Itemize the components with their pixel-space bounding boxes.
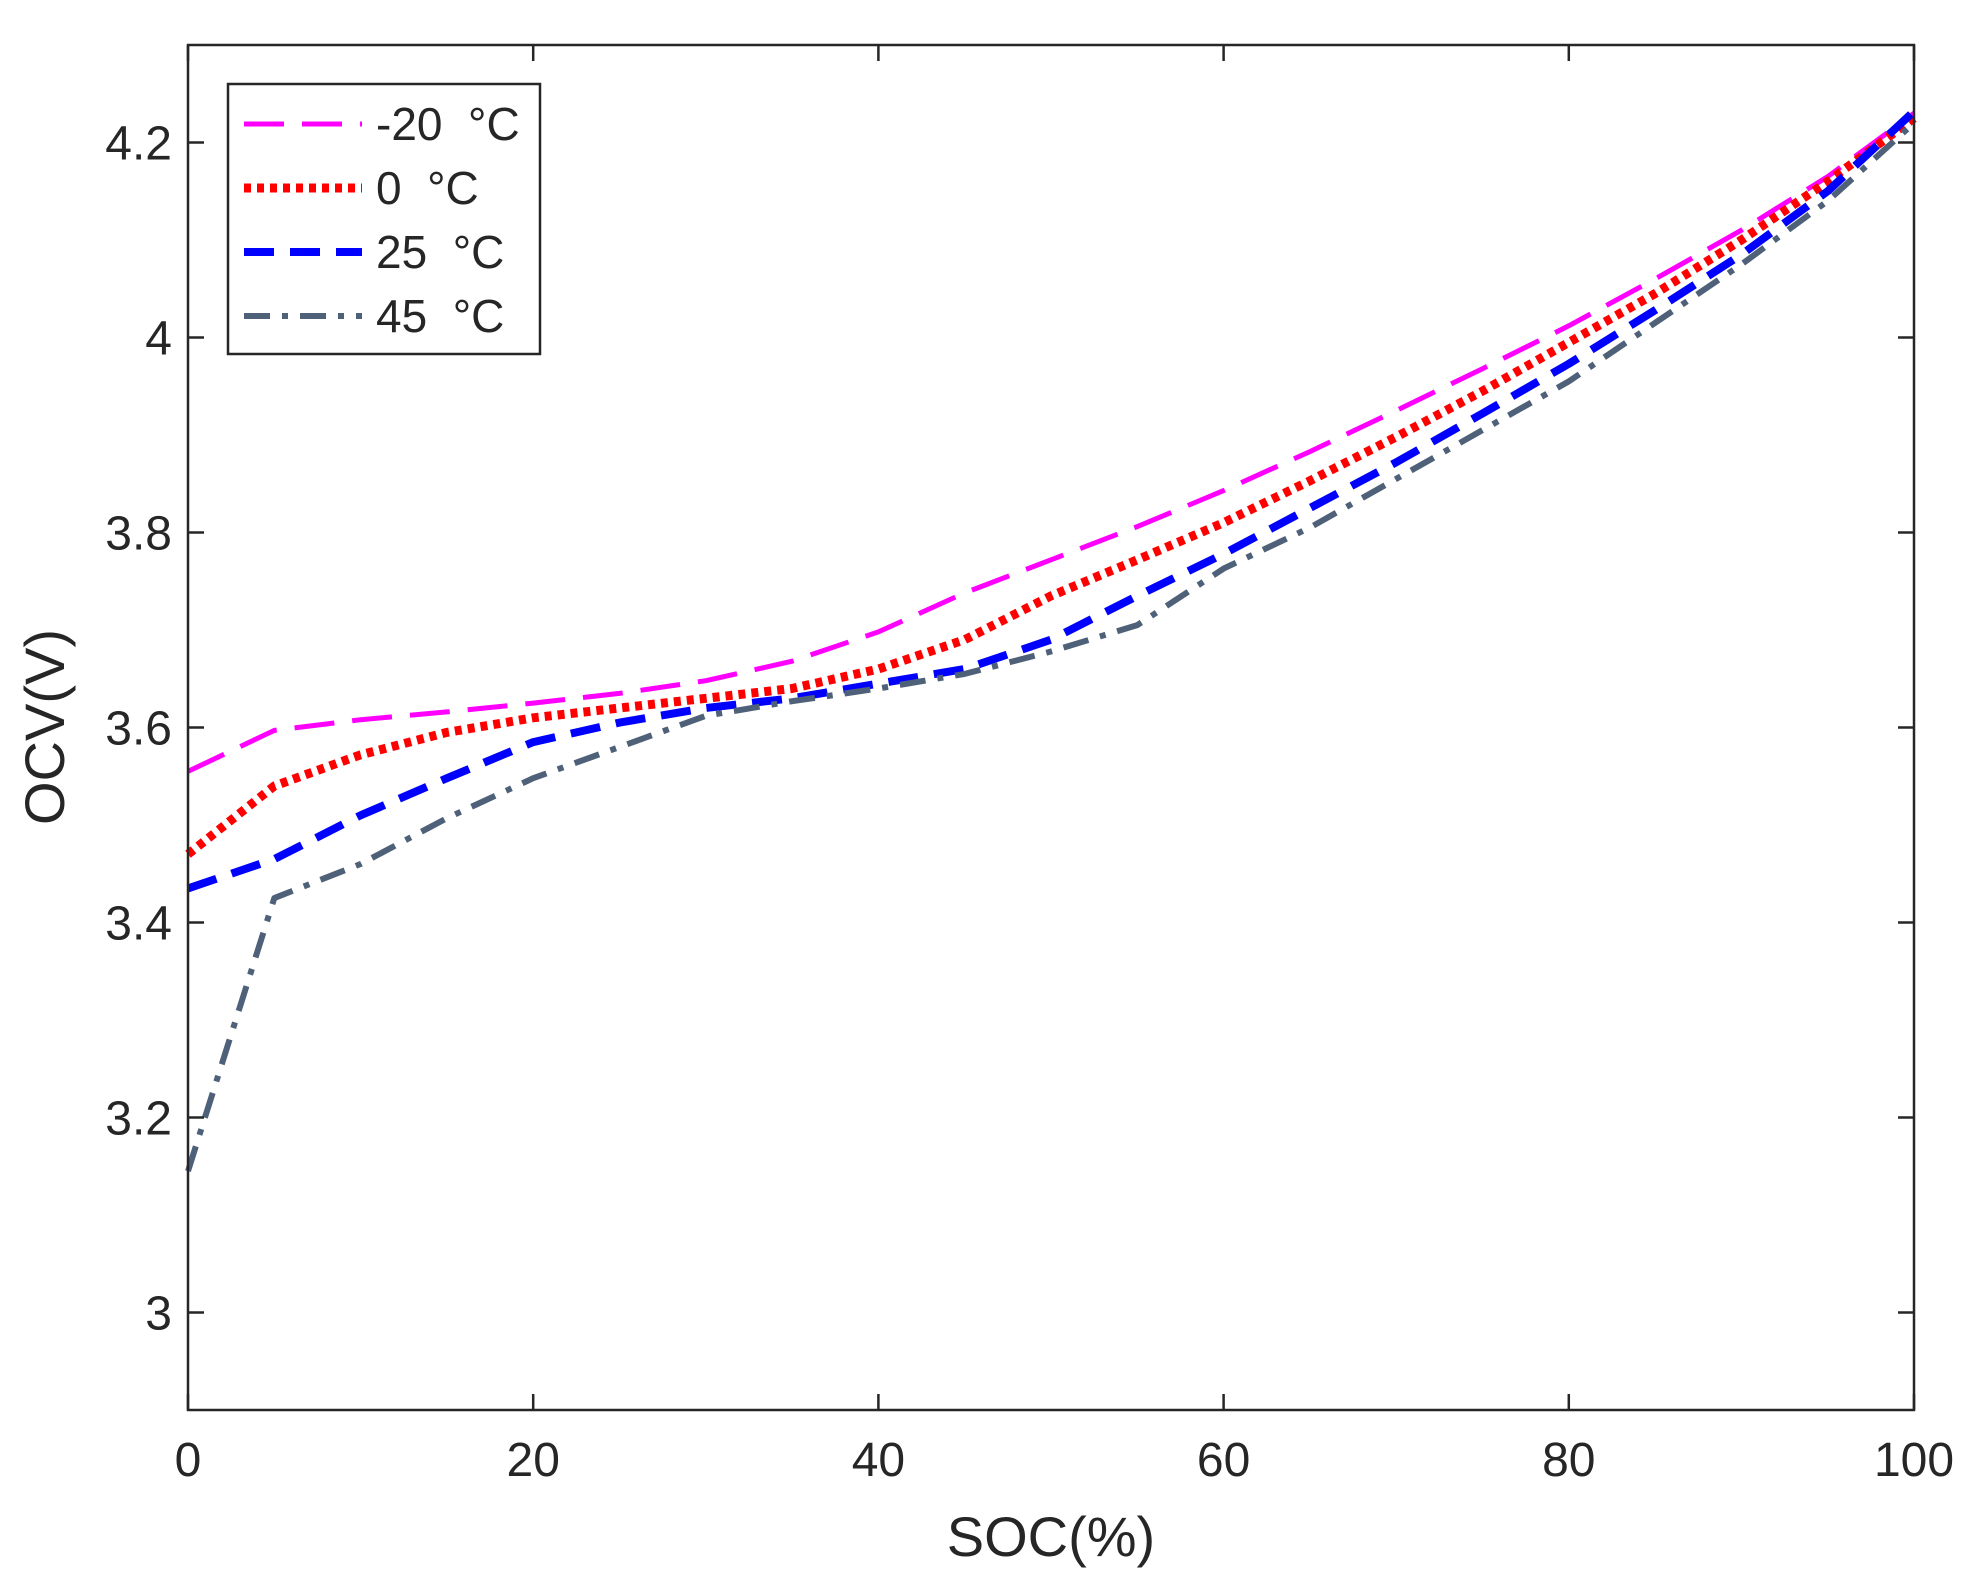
- series-line-0: [186, 111, 1916, 774]
- series-line-3: [185, 120, 1917, 1173]
- legend-label-2: 25 °C: [376, 226, 504, 278]
- x-tick-label: 80: [1542, 1434, 1595, 1487]
- x-tick-label: 40: [852, 1434, 905, 1487]
- series-line-1: [185, 114, 1917, 858]
- legend-box: [226, 82, 542, 356]
- legend-label-1: 0 °C: [376, 162, 479, 214]
- x-tick-label: 60: [1197, 1434, 1250, 1487]
- x-axis-label: SOC(%): [947, 1505, 1155, 1568]
- series-layer: [185, 108, 1917, 1173]
- x-tick-label: 20: [507, 1434, 560, 1487]
- y-axis-label: OCV(V): [13, 629, 76, 825]
- legend-label-3: 45 °C: [376, 290, 504, 342]
- y-tick-label: 3.8: [105, 508, 172, 561]
- y-tick-label: 3.2: [105, 1093, 172, 1146]
- tick-layer: 0 20 40 60 80 100 3 3.2 3.4 3.6 3.8 4 4.2: [105, 45, 1954, 1487]
- x-tick-label: 0: [175, 1434, 202, 1487]
- y-tick-label: 3.6: [105, 703, 172, 756]
- legend-label-0: -20 °C: [376, 98, 520, 150]
- y-tick-label: 3.4: [105, 898, 172, 951]
- y-tick-label: 4: [145, 313, 172, 366]
- legend: -20 °C 0 °C 25 °C 45 °C: [226, 82, 542, 356]
- y-tick-label: 3: [145, 1288, 172, 1341]
- plot-frame: [186, 43, 1916, 1412]
- x-tick-label: 100: [1874, 1434, 1954, 1487]
- y-tick-label: 4.2: [105, 118, 172, 171]
